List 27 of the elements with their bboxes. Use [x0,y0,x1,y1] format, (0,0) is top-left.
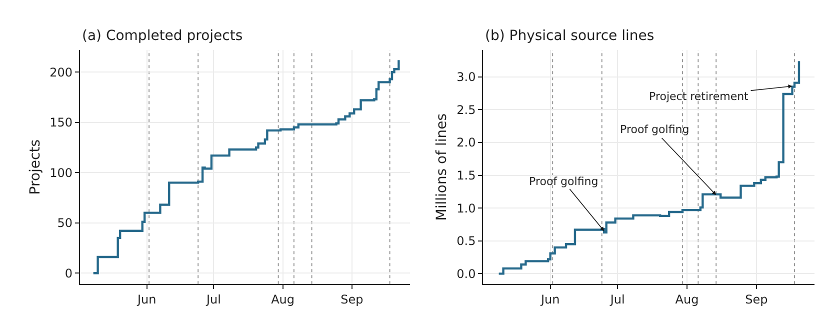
y-tick-label: 1.5 [456,168,476,182]
x-tick-label: Jul [609,292,625,307]
y-tick-label: 100 [50,166,73,180]
x-tick-label: Sep [745,292,768,307]
y-tick-label: 0.5 [456,234,476,248]
x-tick-label: Jul [205,292,221,307]
y-tick-label: 150 [50,116,73,130]
y-tick-label: 1.0 [456,201,476,216]
x-tick-label: Aug [271,292,295,307]
annotation: Proof golfing [529,175,598,188]
x-tick-label: Jun [540,292,560,307]
annotation: Project retirement [649,90,750,103]
chart-title: (a) Completed projects [82,28,243,44]
x-tick-label: Jun [136,292,156,307]
y-tick-label: 0.0 [456,266,476,281]
y-tick-label: 50 [57,216,73,230]
x-tick-label: Sep [340,292,364,307]
y-tick-label: 200 [50,65,73,80]
y-axis-title: Millions of lines [434,113,450,221]
chart-title: (b) Physical source lines [485,28,654,44]
y-tick-label: 2.0 [456,136,476,150]
y-axis-title: Projects [27,139,44,195]
x-tick-label: Aug [675,292,699,307]
y-tick-label: 3.0 [456,70,476,84]
annotation: Proof golfing [620,123,690,136]
y-tick-label: 0 [64,266,73,280]
y-tick-label: 2.5 [456,102,476,117]
